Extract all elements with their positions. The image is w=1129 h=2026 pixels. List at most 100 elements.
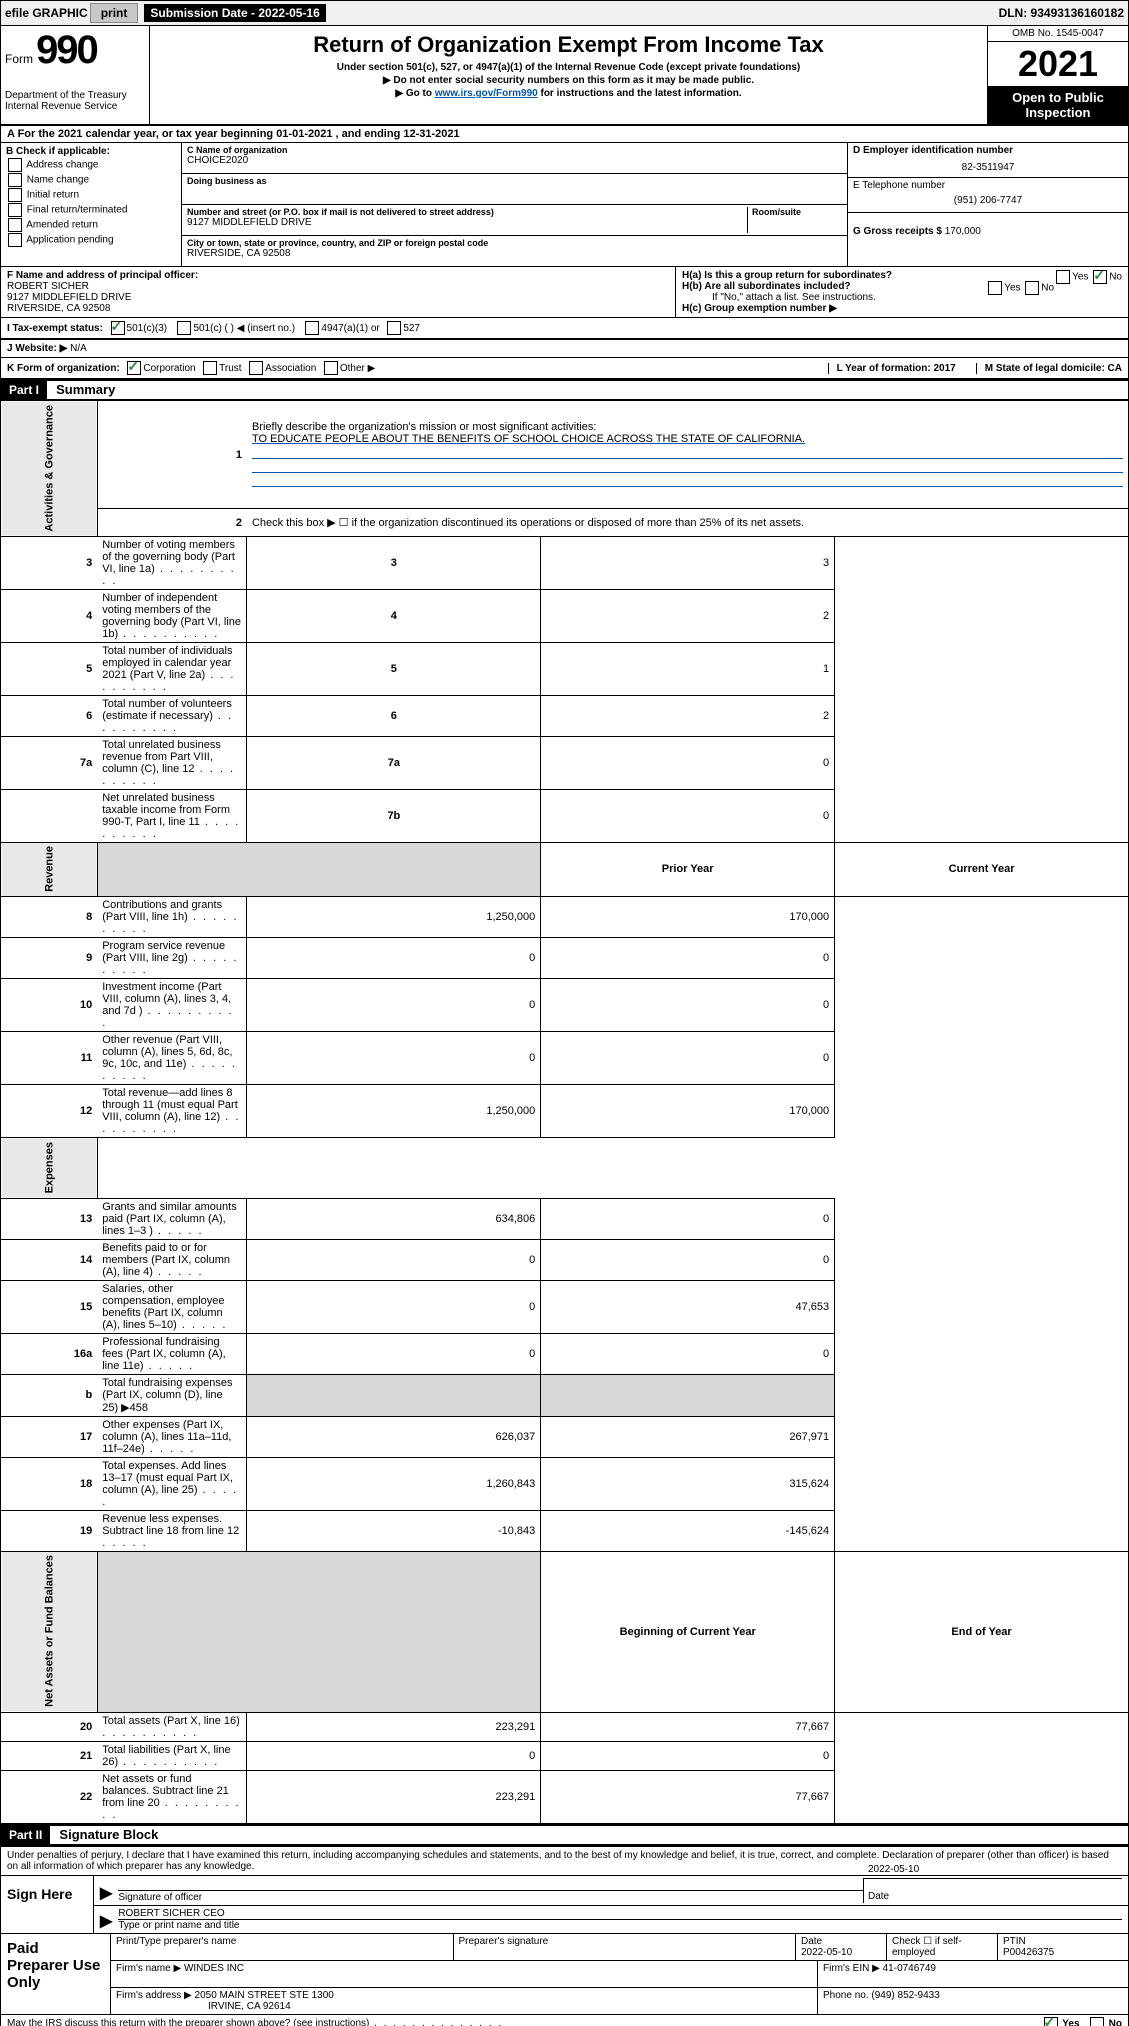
prior-val: 626,037 — [247, 1416, 541, 1457]
self-employed-label: Check ☐ if self-employed — [887, 1934, 998, 1960]
assoc-checkbox[interactable] — [249, 361, 263, 375]
discuss-yes: Yes — [1062, 2018, 1079, 2026]
net-spacer-num — [97, 1551, 247, 1712]
colb-option[interactable]: Application pending — [6, 233, 176, 247]
ha-yes-checkbox[interactable] — [1056, 270, 1070, 284]
prior-val: 223,291 — [247, 1712, 541, 1741]
preparer-rows: Print/Type preparer's name Preparer's si… — [111, 1934, 1128, 2014]
no-label2: No — [1041, 283, 1054, 294]
line-desc: Total number of individuals employed in … — [97, 642, 247, 695]
assoc-label: Association — [265, 363, 316, 374]
subtitle-3: ▶ Go to www.irs.gov/Form990 for instruct… — [158, 88, 979, 99]
line-desc: Total expenses. Add lines 13–17 (must eq… — [97, 1457, 247, 1510]
part1-header: Part I — [1, 381, 47, 399]
org-name: CHOICE2020 — [187, 155, 842, 166]
line-num: 16a — [1, 1333, 98, 1374]
trust-checkbox[interactable] — [203, 361, 217, 375]
print-button[interactable]: print — [90, 3, 139, 23]
officer-name: ROBERT SICHER — [7, 281, 89, 292]
end-year-header: End of Year — [835, 1551, 1129, 1712]
firm-addr2: IRVINE, CA 92614 — [116, 2001, 291, 2012]
form-prefix: Form — [5, 52, 33, 66]
line-num: 14 — [1, 1239, 98, 1280]
line-box: 5 — [247, 642, 541, 695]
line-desc: Total liabilities (Part X, line 26) — [97, 1741, 247, 1770]
gross-label: G Gross receipts $ — [853, 226, 942, 237]
city-label: City or town, state or province, country… — [187, 238, 842, 248]
501c-label: 501(c) ( ) ◀ (insert no.) — [193, 323, 295, 334]
line-desc: Benefits paid to or for members (Part IX… — [97, 1239, 247, 1280]
discuss-no: No — [1109, 2018, 1122, 2026]
ha-no-checkbox[interactable] — [1093, 270, 1107, 284]
line-num: 17 — [1, 1416, 98, 1457]
colb-option[interactable]: Amended return — [6, 218, 176, 232]
discuss-yes-checkbox[interactable] — [1044, 2017, 1058, 2026]
sig-officer-label: Signature of officer — [118, 1892, 202, 1903]
discuss-no-checkbox[interactable] — [1090, 2017, 1104, 2026]
501c3-checkbox[interactable] — [111, 321, 125, 335]
yes-label2: Yes — [1004, 283, 1020, 294]
527-checkbox[interactable] — [387, 321, 401, 335]
topbar: efile GRAPHIC print Submission Date - 20… — [0, 0, 1129, 26]
curr-val: 0 — [541, 938, 835, 979]
prior-val: 0 — [247, 1280, 541, 1333]
col-cd: C Name of organization CHOICE2020 Doing … — [182, 143, 848, 266]
discuss-row: May the IRS discuss this return with the… — [0, 2015, 1129, 2026]
hb-no-checkbox[interactable] — [1025, 281, 1039, 295]
line-num: 8 — [1, 897, 98, 938]
curr-val: 0 — [541, 1032, 835, 1085]
curr-val: -145,624 — [541, 1510, 835, 1551]
prep-name-label: Print/Type preparer's name — [111, 1934, 454, 1960]
firm-ein: 41-0746749 — [883, 1963, 936, 1974]
firm-phone-cell: Phone no. (949) 852-9433 — [818, 1988, 1128, 2014]
line1-num: 1 — [97, 401, 247, 509]
row-i: I Tax-exempt status: 501(c)(3) 501(c) ( … — [1, 317, 1128, 339]
colb-option[interactable]: Initial return — [6, 188, 176, 202]
colb-option[interactable]: Address change — [6, 158, 176, 172]
prior-val: 0 — [247, 1333, 541, 1374]
firm-name-cell: Firm's name ▶ WINDES INC — [111, 1961, 818, 1987]
part1-bar: Part I Summary — [0, 379, 1129, 400]
527-label: 527 — [403, 323, 420, 334]
firm-name-label: Firm's name ▶ — [116, 1963, 181, 1974]
col-efg: D Employer identification number 82-3511… — [848, 143, 1128, 266]
preparer-side-label: Paid Preparer Use Only — [1, 1934, 111, 2014]
line-val: 0 — [541, 736, 835, 789]
line-num: 12 — [1, 1085, 98, 1138]
line-box: 4 — [247, 589, 541, 642]
501c-checkbox[interactable] — [177, 321, 191, 335]
4947-checkbox[interactable] — [305, 321, 319, 335]
colb-option[interactable]: Final return/terminated — [6, 203, 176, 217]
discuss-question: May the IRS discuss this return with the… — [7, 2018, 503, 2026]
subtitle-2: ▶ Do not enter social security numbers o… — [158, 75, 979, 86]
dept-label: Department of the Treasury — [5, 90, 145, 101]
line-val: 1 — [541, 642, 835, 695]
prep-date-label: Date — [801, 1936, 881, 1947]
prior-val: 0 — [247, 938, 541, 979]
form-title: Return of Organization Exempt From Incom… — [158, 32, 979, 58]
row-a: A For the 2021 calendar year, or tax yea… — [1, 126, 1128, 142]
line-num: 6 — [1, 695, 98, 736]
curr-val: 267,971 — [541, 1416, 835, 1457]
form-header: Form 990 Department of the Treasury Inte… — [0, 26, 1129, 124]
open2: Inspection — [992, 105, 1124, 120]
irs-label: Internal Revenue Service — [5, 101, 145, 112]
line-desc: Total assets (Part X, line 16) — [97, 1712, 247, 1741]
subtitle-1: Under section 501(c), 527, or 4947(a)(1)… — [158, 62, 979, 73]
line-val: 2 — [541, 589, 835, 642]
line16b-prior — [247, 1374, 541, 1416]
curr-val: 170,000 — [541, 1085, 835, 1138]
corp-checkbox[interactable] — [127, 361, 141, 375]
line-desc: Net assets or fund balances. Subtract li… — [97, 1770, 247, 1823]
form990-link[interactable]: www.irs.gov/Form990 — [435, 88, 538, 99]
ptin-cell: PTIN P00426375 — [998, 1934, 1128, 1960]
line2-num: 2 — [97, 509, 247, 536]
hb-yes-checkbox[interactable] — [988, 281, 1002, 295]
line1-cell: Briefly describe the organization's miss… — [247, 401, 1129, 509]
preparer-grid: Paid Preparer Use Only Print/Type prepar… — [1, 1933, 1128, 2014]
line-num: 4 — [1, 589, 98, 642]
side-net: Net Assets or Fund Balances — [1, 1551, 98, 1712]
other-checkbox[interactable] — [324, 361, 338, 375]
colb-option[interactable]: Name change — [6, 173, 176, 187]
line-desc: Program service revenue (Part VIII, line… — [97, 938, 247, 979]
